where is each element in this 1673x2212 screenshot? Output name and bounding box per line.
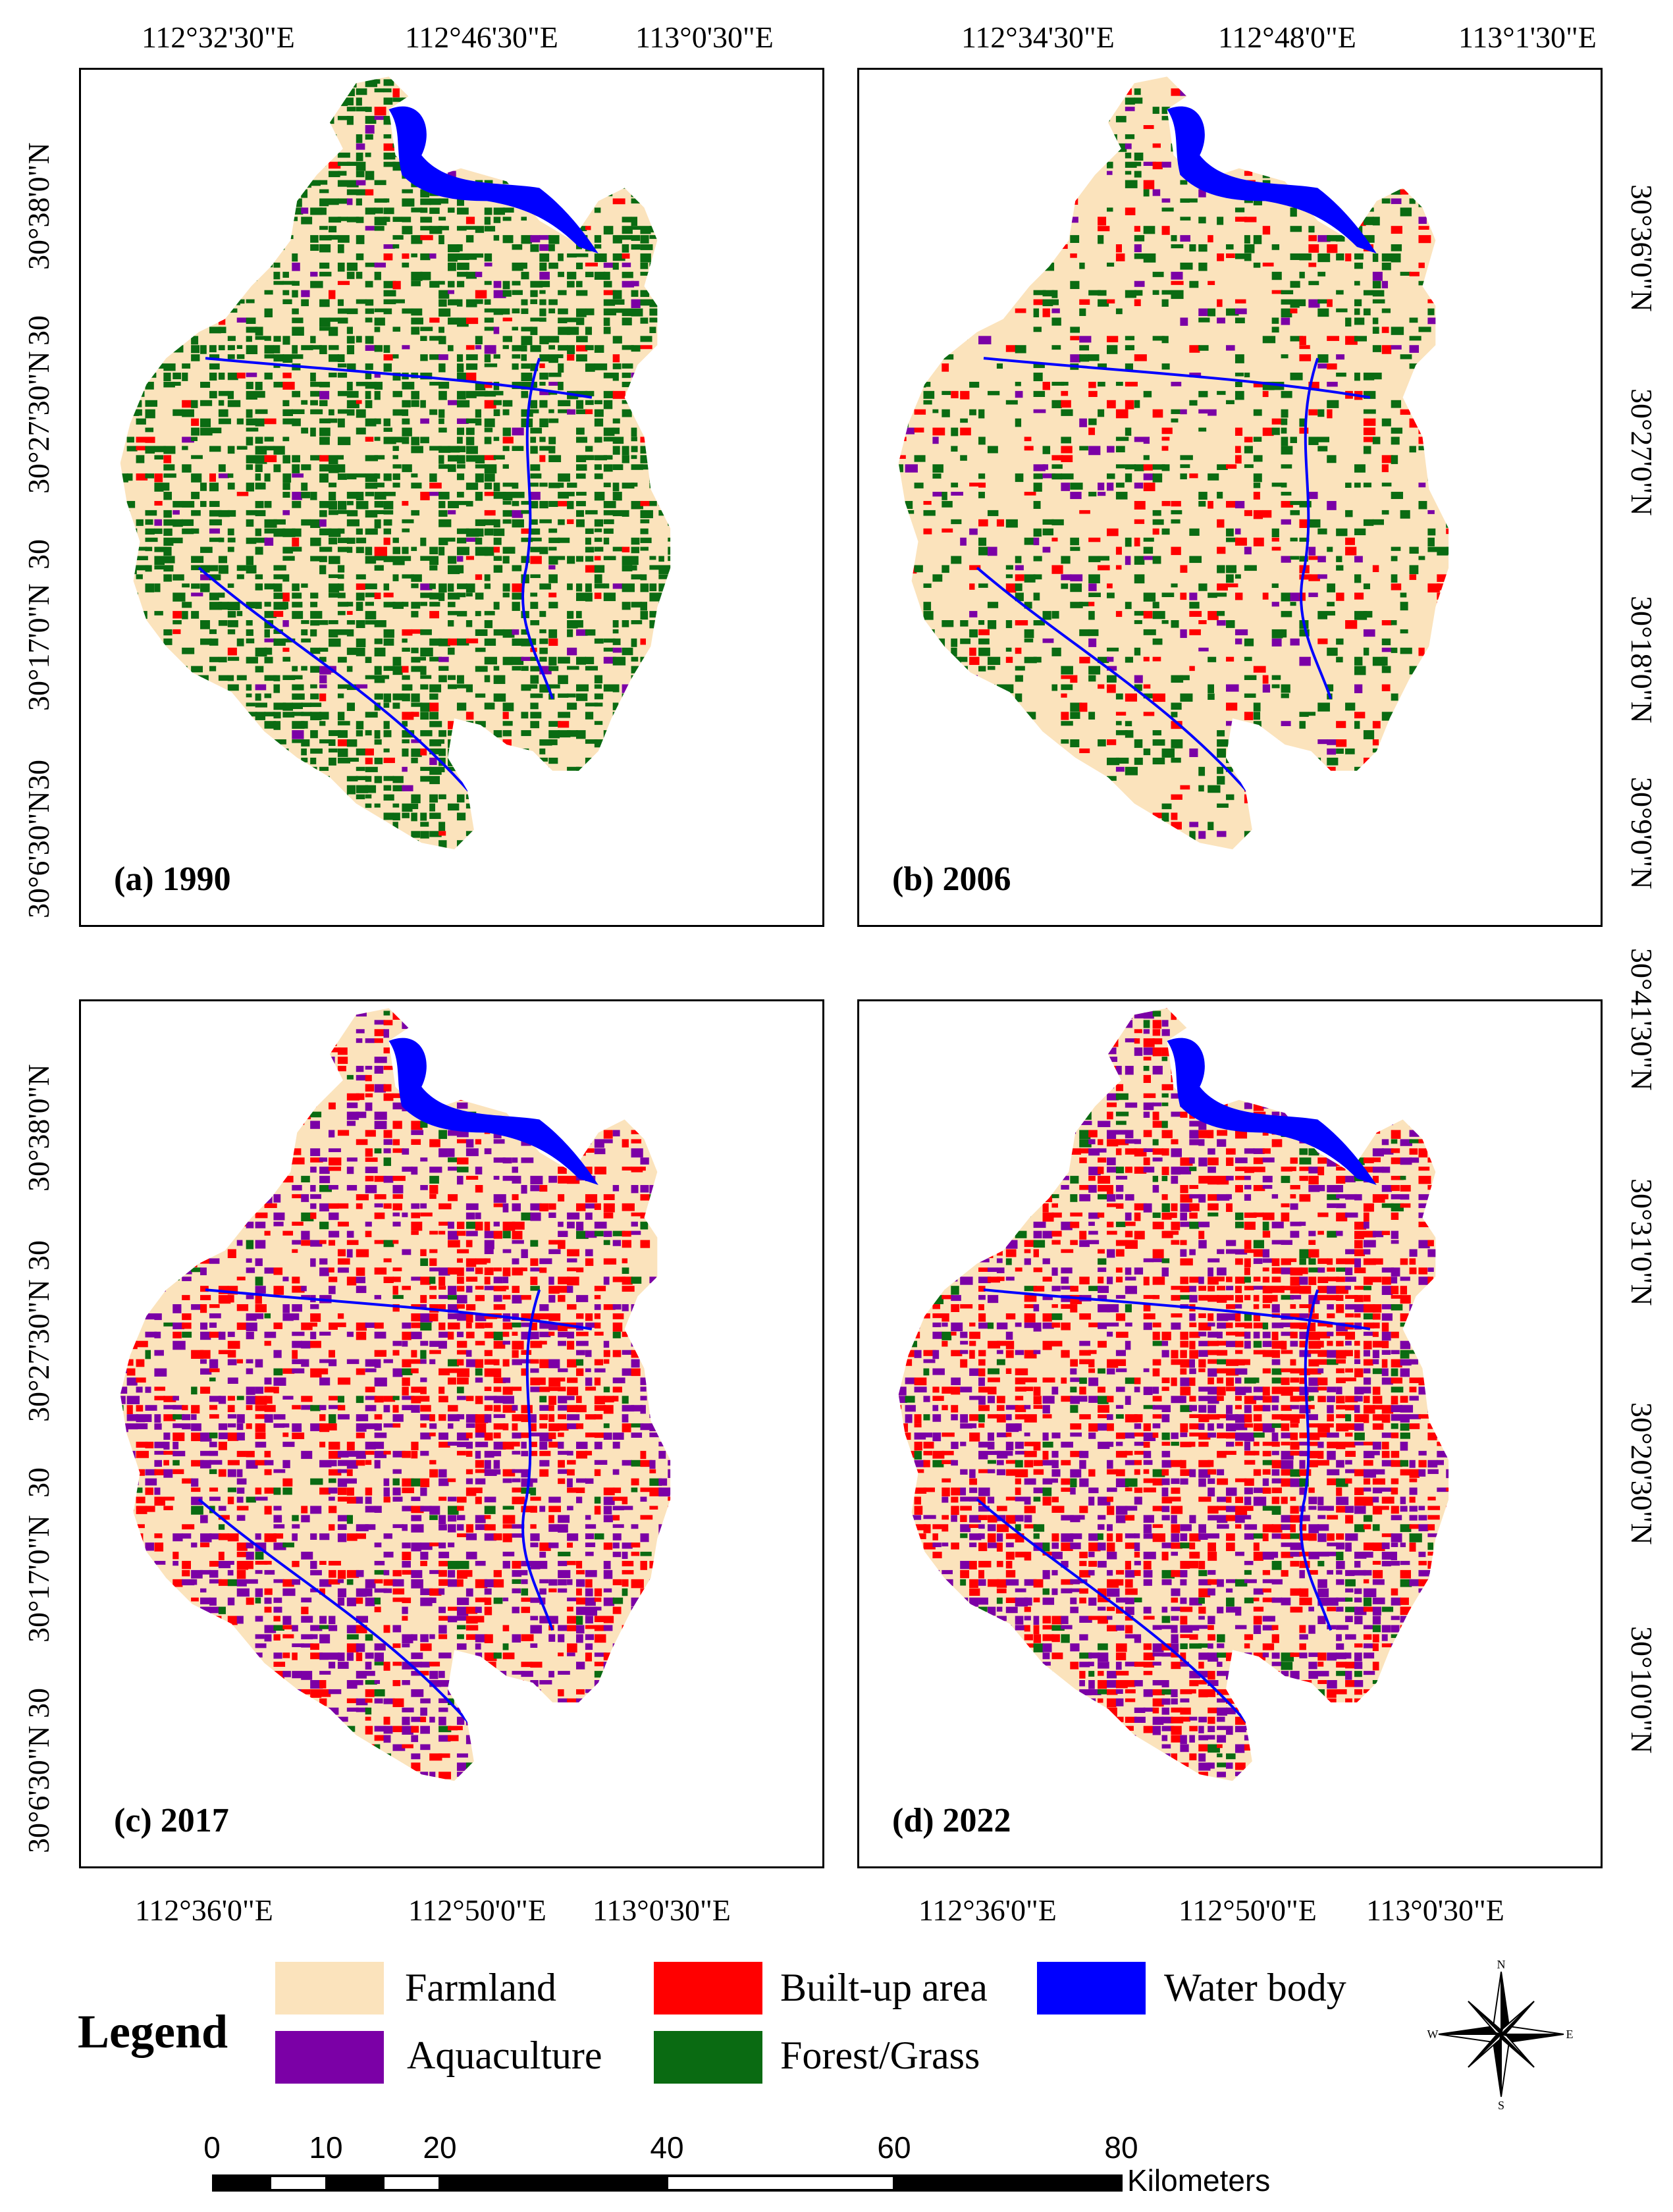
- map-panel-2006: (b) 2006: [857, 68, 1603, 927]
- compass-west-label: W: [1427, 2028, 1439, 2041]
- scale-unit-label: Kilometers: [1127, 2163, 1271, 2198]
- legend-title: Legend: [78, 2005, 228, 2058]
- scale-segment: [893, 2174, 1123, 2192]
- left-tick-label: 30: [22, 539, 55, 569]
- river-water: [1167, 1038, 1377, 1186]
- north-arrow-icon: N S E W: [1427, 1959, 1574, 2110]
- map-panel-2017: (c) 2017: [79, 999, 824, 1868]
- right-tick-label: 30°20'30"N: [1625, 1402, 1659, 1545]
- scale-tick-label: 60: [877, 2130, 911, 2165]
- land-use-map-2017: [120, 1008, 671, 1781]
- legend-swatch-forest: [654, 2031, 762, 2084]
- panel-label: (d) 2022: [892, 1802, 1011, 1839]
- left-tick-label: 30: [22, 315, 55, 346]
- land-cover: [898, 1008, 1449, 1781]
- scale-tick-label: 80: [1104, 2130, 1138, 2165]
- top-tick-label: 112°32'30"E: [142, 20, 295, 54]
- scale-tick-label: 0: [203, 2130, 221, 2165]
- left-tick-label: 30°6'30"N: [22, 1725, 55, 1853]
- bottom-tick-label: 112°50'0"E: [408, 1893, 546, 1927]
- scale-segment: [382, 2174, 441, 2192]
- land-cover: [120, 1008, 671, 1781]
- scale-segment: [212, 2174, 271, 2192]
- river-water: [1167, 106, 1377, 253]
- right-tick-label: 30°41'30"N: [1625, 948, 1659, 1091]
- legend-label-built-up: Built-up area: [780, 1966, 988, 2009]
- legend-label-aquaculture: Aquaculture: [407, 2034, 602, 2077]
- legend-swatch-aquaculture: [275, 2031, 384, 2084]
- top-tick-label: 112°46'30"E: [405, 20, 558, 54]
- bottom-tick-label: 113°0'30"E: [593, 1893, 731, 1927]
- river-water: [388, 1038, 598, 1186]
- right-tick-label: 30°31'0"N: [1625, 1178, 1659, 1306]
- scale-segment: [269, 2174, 328, 2192]
- river-water: [388, 106, 598, 253]
- left-tick-label: 30°27'30"N: [22, 1279, 55, 1422]
- left-tick-label: 30: [22, 760, 55, 790]
- top-tick-label: 113°0'30"E: [635, 20, 774, 54]
- right-tick-label: 30°9'0"N: [1625, 777, 1659, 889]
- legend-swatch-water: [1037, 1962, 1146, 2014]
- panel-label: (a) 1990: [114, 860, 231, 898]
- bottom-tick-label: 112°36'0"E: [135, 1893, 273, 1927]
- panel-label: (c) 2017: [114, 1802, 229, 1839]
- left-tick-label: 30°17'0"N: [22, 583, 55, 711]
- right-tick-label: 30°18'0"N: [1625, 596, 1659, 724]
- legend-swatch-farmland: [275, 1962, 384, 2014]
- left-tick-label: 30°17'0"N: [22, 1515, 55, 1643]
- compass-north-label: N: [1497, 1959, 1506, 1971]
- legend-label-forest: Forest/Grass: [780, 2034, 980, 2077]
- map-panel-1990: (a) 1990: [79, 68, 824, 927]
- left-tick-label: 30: [22, 1240, 55, 1271]
- top-tick-label: 112°48'0"E: [1218, 20, 1356, 54]
- scale-segment: [666, 2174, 895, 2192]
- right-tick-label: 30°27'0"N: [1625, 388, 1659, 516]
- bottom-tick-label: 113°0'30"E: [1366, 1893, 1504, 1927]
- legend-label-farmland: Farmland: [405, 1966, 556, 2009]
- scale-segment: [325, 2174, 385, 2192]
- top-tick-label: 112°34'30"E: [961, 20, 1115, 54]
- legend-label-water: Water body: [1164, 1966, 1346, 2009]
- compass-south-label: S: [1498, 2099, 1504, 2110]
- scale-tick-label: 10: [309, 2130, 343, 2165]
- bottom-tick-label: 112°50'0"E: [1179, 1893, 1317, 1927]
- scale-tick-label: 40: [650, 2130, 684, 2165]
- land-use-map-2006: [898, 76, 1449, 850]
- left-tick-label: 30: [22, 1688, 55, 1718]
- left-tick-label: 30: [22, 1467, 55, 1498]
- bottom-tick-label: 112°36'0"E: [918, 1893, 1057, 1927]
- compass-east-label: E: [1566, 2028, 1574, 2041]
- map-panel-2022: (d) 2022: [857, 999, 1603, 1868]
- left-tick-label: 30°6'30"N: [22, 791, 55, 918]
- right-tick-label: 30°10'0"N: [1625, 1626, 1659, 1754]
- panel-label: (b) 2006: [892, 860, 1011, 898]
- right-tick-label: 30°36'0"N: [1625, 184, 1659, 312]
- left-tick-label: 30°38'0"N: [22, 1064, 55, 1192]
- legend-swatch-built-up: [654, 1962, 762, 2014]
- land-use-map-1990: [120, 76, 671, 850]
- scale-tick-label: 20: [423, 2130, 457, 2165]
- land-use-map-2022: [898, 1008, 1449, 1781]
- left-tick-label: 30°27'30"N: [22, 351, 55, 494]
- top-tick-label: 113°1'30"E: [1458, 20, 1597, 54]
- left-tick-label: 30°38'0"N: [22, 142, 55, 270]
- scale-segment: [438, 2174, 668, 2192]
